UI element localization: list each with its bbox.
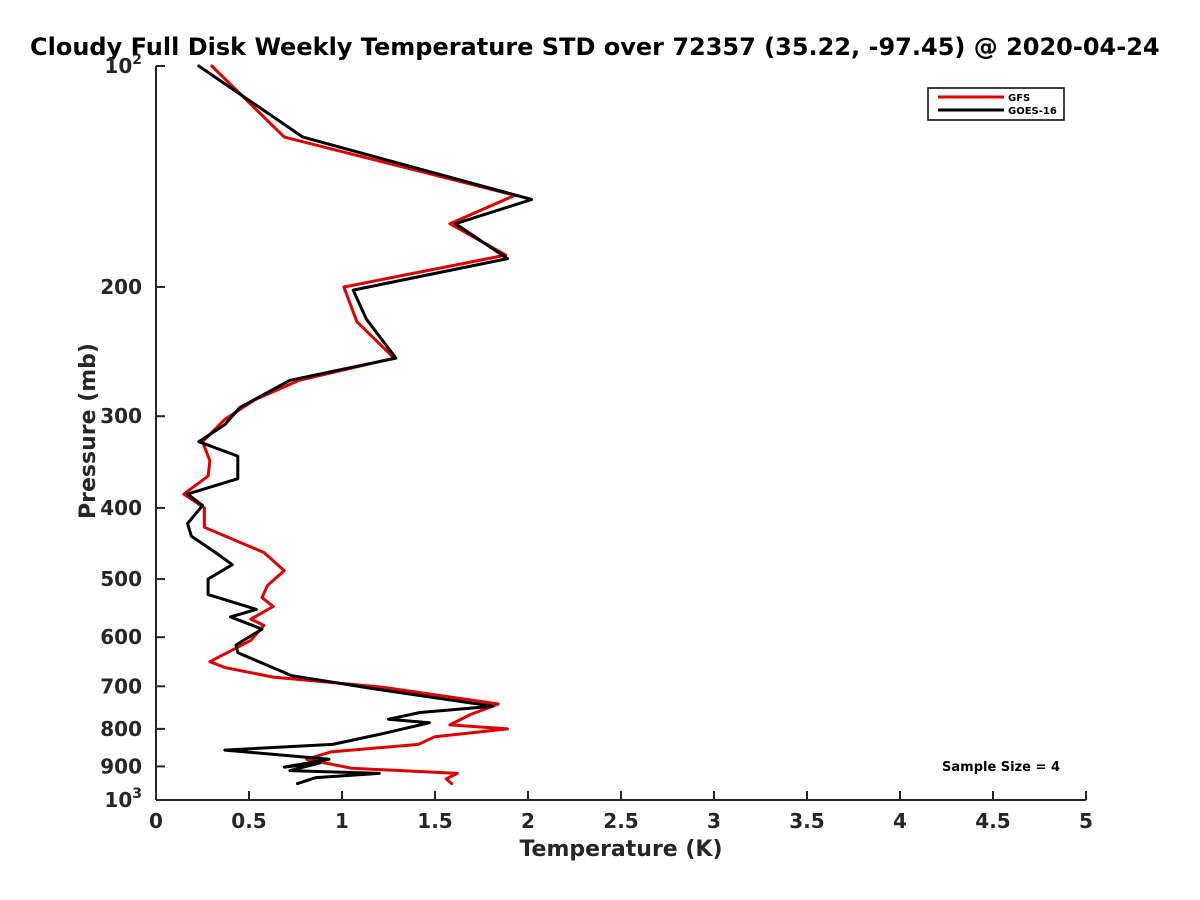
x-tick-label: 4 (893, 809, 907, 833)
y-tick-label: 700 (100, 674, 142, 698)
y-tick-label: 300 (100, 404, 142, 428)
y-tick-label: 500 (100, 567, 142, 591)
x-tick-label: 1.5 (417, 809, 452, 833)
legend: GFS GOES-16 (927, 87, 1065, 121)
x-axis-label: Temperature (K) (519, 837, 722, 862)
x-tick-label: 2.5 (603, 809, 638, 833)
chart-title: Cloudy Full Disk Weekly Temperature STD … (30, 33, 1160, 61)
legend-label-goes-16: GOES-16 (1008, 106, 1057, 117)
y-axis-label: Pressure (mb) (76, 343, 101, 519)
y-tick-label: 600 (100, 625, 142, 649)
series-line-goes-16 (186, 64, 534, 786)
x-tick-label: 4.5 (975, 809, 1010, 833)
y-tick-label: 200 (100, 275, 142, 299)
x-tick-label: 1 (335, 809, 349, 833)
series-layer (182, 64, 534, 786)
legend-box (927, 87, 1065, 121)
legend-label-gfs: GFS (1008, 93, 1030, 104)
sample-size-annotation: Sample Size = 4 (942, 760, 1060, 775)
y-tick-label: 102 (104, 52, 142, 78)
y-tick-label: 800 (100, 717, 142, 741)
x-tick-label: 0 (149, 809, 163, 833)
x-tick-label: 5 (1079, 809, 1093, 833)
axes: 0 0.5 1 1.5 2 2.5 3 3.5 4 4.5 5 102 200 300 400 500 600 7… (100, 52, 1093, 833)
x-tick-label: 3 (707, 809, 721, 833)
x-tick-label: 2 (521, 809, 535, 833)
y-tick-label: 103 (104, 786, 142, 812)
y-tick-label: 400 (100, 496, 142, 520)
x-tick-label: 0.5 (231, 809, 266, 833)
x-tick-label: 3.5 (789, 809, 824, 833)
series-line-gfs (182, 64, 517, 786)
y-tick-label: 900 (100, 754, 142, 778)
